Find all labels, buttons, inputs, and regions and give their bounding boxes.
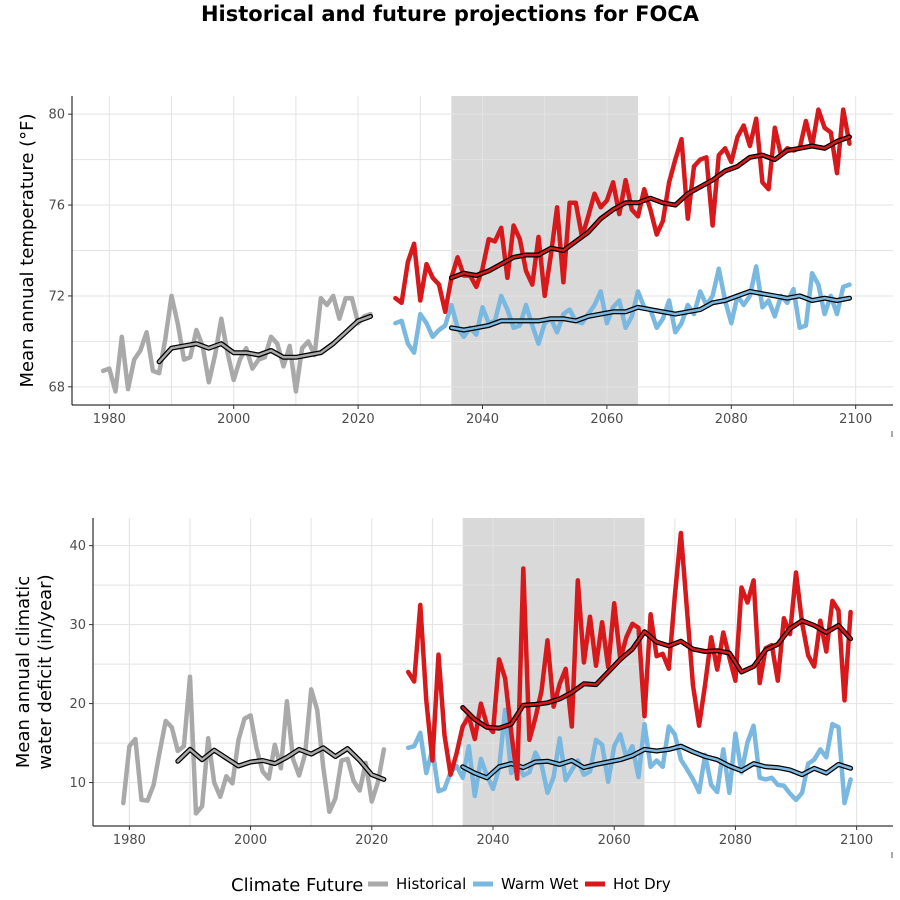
cwd-x-tick-label: 2100 bbox=[840, 833, 873, 848]
cwd-x-tick-label: 2060 bbox=[598, 833, 631, 848]
cwd-series-line-hot-dry bbox=[405, 530, 853, 781]
cwd-series-hot-dry bbox=[405, 530, 854, 781]
temp-series-line-historical bbox=[100, 293, 373, 394]
cwd-y-axis-label-line: Mean annual climatic bbox=[13, 576, 34, 768]
temp-x-tick-label: 2060 bbox=[590, 412, 623, 427]
cwd-y-tick-label: 30 bbox=[69, 618, 86, 633]
legend-label-hot-dry: Hot Dry bbox=[613, 875, 671, 893]
cwd-y-tick-label: 20 bbox=[69, 697, 86, 712]
temp-x-tick-label: 2000 bbox=[217, 412, 250, 427]
cwd-smooth-line-warm-wet bbox=[461, 744, 852, 780]
cwd-y-axis-label-line: water deficit (in/year) bbox=[35, 574, 56, 769]
temperature-panel: 1980 2000 2020 2040 2060 2080 2100 68 72 76 80 Mean… bbox=[17, 96, 893, 437]
temp-series-hot-dry bbox=[393, 107, 852, 315]
temp-x-tick-label: 2080 bbox=[715, 412, 748, 427]
temp-x-tick-label: 2040 bbox=[466, 412, 499, 427]
cwd-y-axis-label: Mean annual climaticwater deficit (in/ye… bbox=[13, 574, 56, 769]
temp-smooth-line-hot-dry bbox=[450, 135, 851, 280]
temp-y-tick-label: 80 bbox=[48, 108, 65, 123]
temp-series-line-hot-dry bbox=[393, 107, 852, 315]
cwd-x-tick-label: 2080 bbox=[719, 833, 752, 848]
temp-y-tick-label: 76 bbox=[48, 199, 65, 214]
cwd-y-tick-label: 40 bbox=[69, 539, 86, 554]
legend-label-warm-wet: Warm Wet bbox=[501, 875, 579, 893]
temp-y-axis-label: Mean annual temperature (°F) bbox=[17, 113, 38, 387]
temp-x-tick-label: 1980 bbox=[93, 412, 126, 427]
legend: Climate Future Historical Warm Wet Hot D… bbox=[231, 875, 671, 896]
cwd-series-warm-wet bbox=[405, 707, 854, 806]
legend-title: Climate Future bbox=[231, 875, 363, 896]
cwd-x-tick-label: 2020 bbox=[355, 833, 388, 848]
cwd-smooth-line-historical bbox=[176, 746, 386, 781]
temp-y-tick-label: 68 bbox=[48, 380, 65, 395]
legend-label-historical: Historical bbox=[396, 875, 466, 893]
temp-y-tick-label: 72 bbox=[48, 289, 65, 304]
cwd-x-tick-label: 1980 bbox=[113, 833, 146, 848]
temp-smooth-line-warm-wet bbox=[450, 290, 851, 332]
legend-item-hot-dry: Hot Dry bbox=[585, 875, 671, 893]
cwd-smooth-line-hot-dry bbox=[461, 619, 852, 730]
cwd-x-tick-label: 2000 bbox=[234, 833, 267, 848]
legend-item-warm-wet: Warm Wet bbox=[473, 875, 579, 893]
cwd-series-historical bbox=[121, 674, 387, 816]
temp-x-tick-label: 2020 bbox=[342, 412, 375, 427]
cwd-series-line-warm-wet bbox=[405, 707, 853, 806]
cwd-series-line-historical bbox=[121, 674, 387, 816]
water-deficit-panel: 1980 2000 2020 2040 2060 2080 2100 10 20 30 40 Mean… bbox=[13, 518, 893, 858]
temp-x-tick-label: 2100 bbox=[839, 412, 872, 427]
cwd-gridlines bbox=[93, 518, 893, 826]
temp-series-warm-wet bbox=[393, 264, 852, 355]
temp-series-historical bbox=[100, 293, 373, 394]
chart-title: Historical and future projections for FO… bbox=[201, 2, 700, 26]
cwd-x-tick-label: 2040 bbox=[476, 833, 509, 848]
legend-item-historical: Historical bbox=[368, 875, 466, 893]
temp-gridlines bbox=[72, 96, 893, 405]
temp-smooth-line-historical bbox=[157, 315, 372, 364]
cwd-y-tick-label: 10 bbox=[69, 776, 86, 791]
